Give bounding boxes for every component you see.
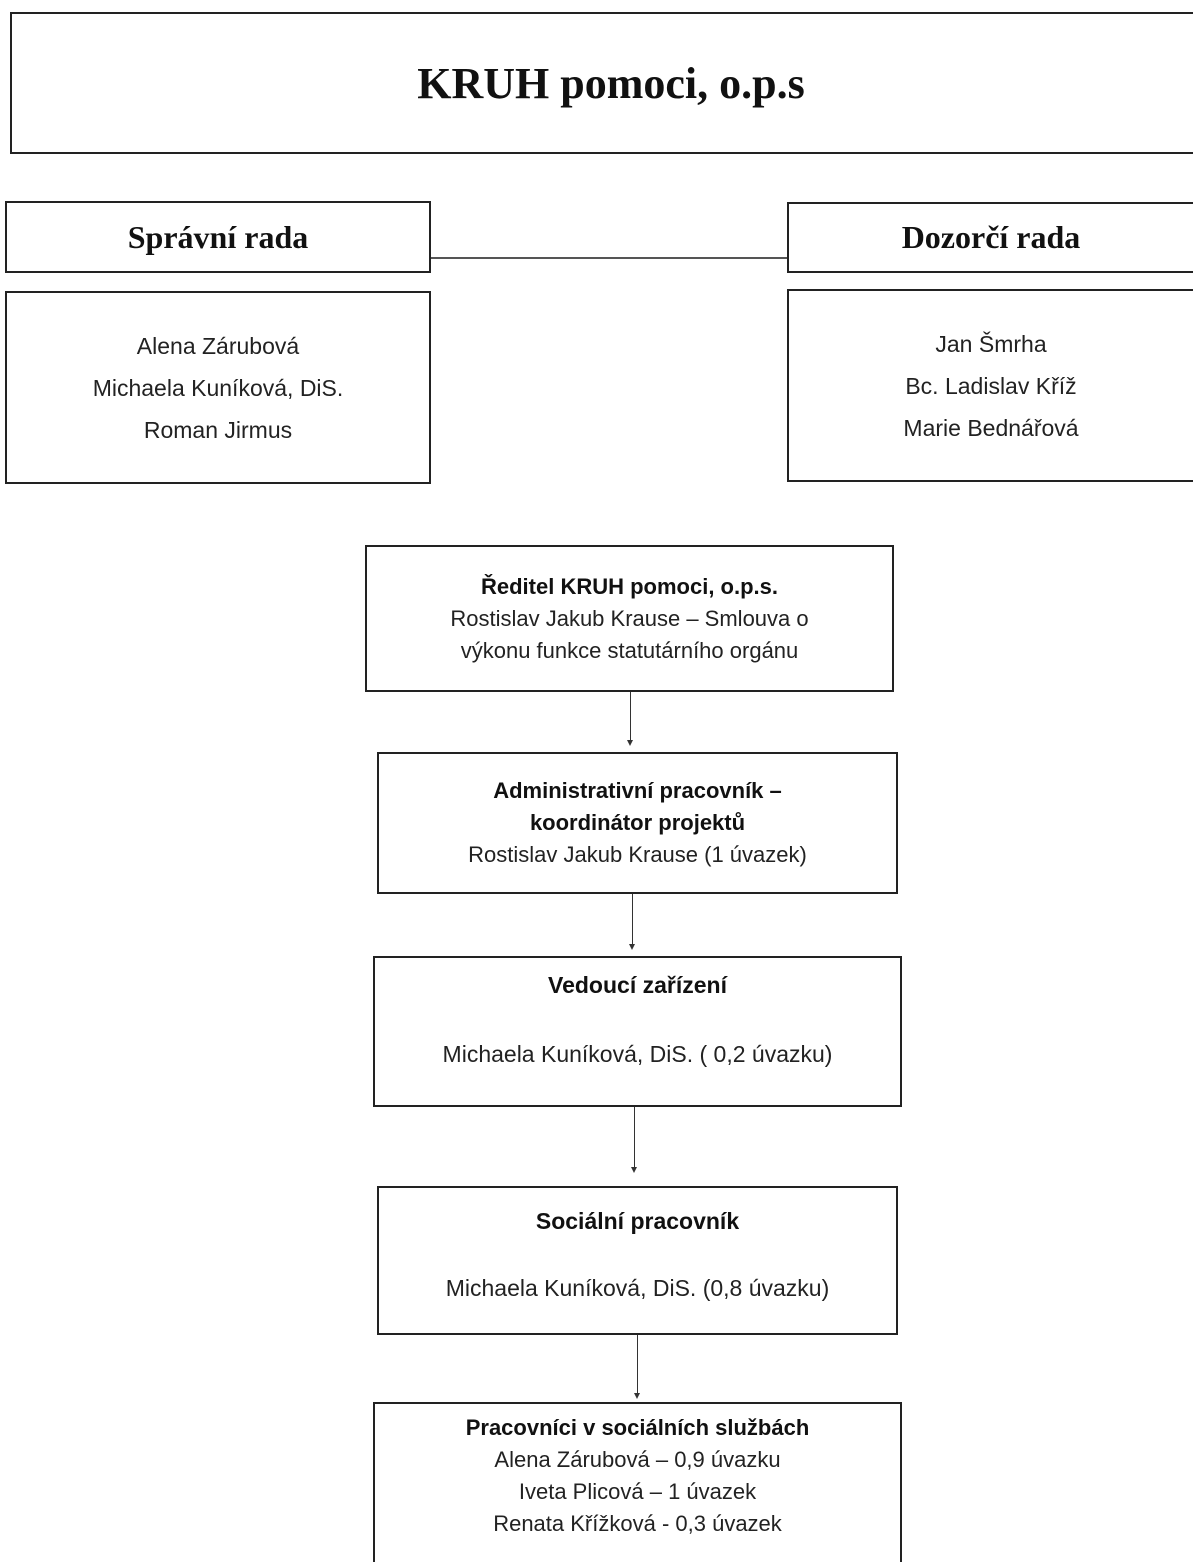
care-workers-box: Pracovníci v sociálních službách Alena Z… (373, 1402, 902, 1562)
board-left-heading: Správní rada (127, 218, 309, 255)
director-box: Ředitel KRUH pomoci, o.p.s. Rostislav Ja… (365, 545, 894, 692)
arrowhead-3 (631, 1167, 637, 1173)
board-right-heading: Dozorčí rada (901, 219, 1081, 255)
care-worker: Renata Křížková - 0,3 úvazek (493, 1511, 782, 1536)
board-left-member: Michaela Kuníková, DiS. (92, 374, 344, 401)
arrowhead-2 (629, 944, 635, 950)
care-workers-title: Pracovníci v sociálních službách (465, 1415, 810, 1440)
director-line: Rostislav Jakub Krause – Smlouva o (450, 605, 809, 631)
director-title: Ředitel KRUH pomoci, o.p.s. (480, 573, 779, 599)
board-left-heading-box: Správní rada (5, 201, 431, 273)
admin-title: Administrativní pracovník – (493, 778, 782, 803)
arrowhead-1 (627, 740, 633, 746)
social-worker-title: Sociální pracovník (535, 1208, 740, 1234)
org-title-box: KRUH pomoci, o.p.s (10, 12, 1193, 154)
admin-title: koordinátor projektů (529, 810, 746, 835)
arrow-line-3 (634, 1107, 635, 1167)
social-worker-person: Michaela Kuníková, DiS. (0,8 úvazku) (445, 1275, 830, 1301)
care-worker: Alena Zárubová – 0,9 úvazku (494, 1447, 781, 1472)
board-right-member: Jan Šmrha (935, 330, 1047, 357)
arrow-line-2 (632, 894, 633, 944)
board-right-members-box: Jan Šmrha Bc. Ladislav Kříž Marie Bednář… (787, 289, 1193, 482)
manager-person: Michaela Kuníková, DiS. ( 0,2 úvazku) (442, 1041, 833, 1067)
manager-title: Vedoucí zařízení (548, 972, 727, 998)
admin-box: Administrativní pracovník – koordinátor … (377, 752, 898, 894)
board-right-heading-box: Dozorčí rada (787, 202, 1193, 273)
board-connector (431, 257, 788, 259)
board-left-member: Alena Zárubová (136, 332, 300, 359)
social-worker-box: Sociální pracovník Michaela Kuníková, Di… (377, 1186, 898, 1335)
care-worker: Iveta Plicová – 1 úvazek (518, 1479, 757, 1504)
arrowhead-4 (634, 1393, 640, 1399)
board-right-member: Bc. Ladislav Kříž (905, 372, 1077, 399)
board-right-member: Marie Bednářová (903, 414, 1079, 441)
arrow-line-4 (637, 1335, 638, 1393)
arrow-line-1 (630, 692, 631, 740)
board-left-members-box: Alena Zárubová Michaela Kuníková, DiS. R… (5, 291, 431, 484)
board-left-member: Roman Jirmus (143, 416, 293, 443)
director-line: výkonu funkce statutárního orgánu (460, 637, 799, 663)
admin-person: Rostislav Jakub Krause (1 úvazek) (468, 842, 807, 867)
org-title: KRUH pomoci, o.p.s (417, 58, 805, 108)
manager-box: Vedoucí zařízení Michaela Kuníková, DiS.… (373, 956, 902, 1107)
